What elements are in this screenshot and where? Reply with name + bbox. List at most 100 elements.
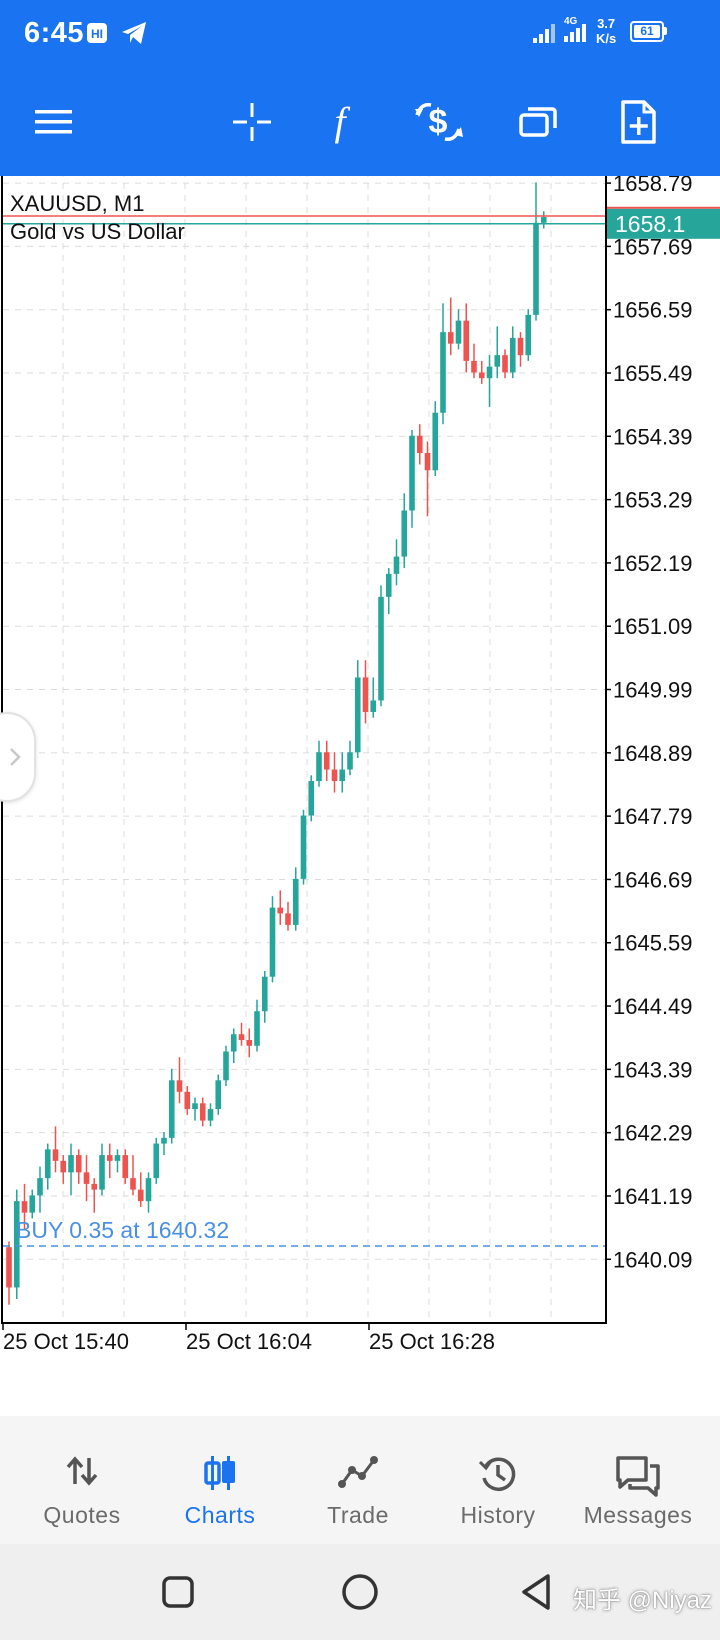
home-circle-icon	[342, 1574, 378, 1610]
menu-button[interactable]	[24, 92, 84, 152]
candle-body	[316, 752, 322, 782]
y-tick-label: 1642.29	[613, 1121, 693, 1146]
candle-body	[29, 1195, 36, 1213]
tab-trade[interactable]: Trade	[286, 1416, 430, 1544]
candle-body	[254, 1011, 260, 1046]
recents-square-icon	[162, 1576, 194, 1608]
candle-body	[207, 1109, 214, 1121]
candle-body	[122, 1155, 129, 1179]
candle-body	[362, 677, 369, 712]
candle-body	[13, 1201, 20, 1288]
candle-body	[385, 573, 392, 597]
y-tick-label: 1651.09	[613, 614, 693, 639]
candle-body	[37, 1178, 43, 1196]
back-button[interactable]	[506, 1562, 566, 1622]
tab-messages[interactable]: Messages	[566, 1416, 710, 1544]
y-tick-label: 1646.69	[613, 867, 693, 892]
candle-body	[184, 1091, 191, 1110]
y-tick-label: 1654.39	[613, 424, 693, 449]
tab-trade-label: Trade	[327, 1502, 389, 1528]
candle-body	[75, 1155, 82, 1173]
chart-toolbar: f $	[0, 68, 720, 176]
current-price-tag	[607, 208, 720, 239]
crosshair-button[interactable]	[222, 92, 282, 152]
network-speed-unit: K/s	[596, 31, 617, 46]
candle-body	[21, 1201, 28, 1213]
candle-body	[401, 510, 408, 557]
candle-body	[223, 1051, 229, 1081]
candle-body	[409, 435, 415, 511]
notification-hi-icon: HI	[87, 23, 107, 43]
windows-icon	[519, 107, 557, 137]
tab-history[interactable]: History	[426, 1416, 570, 1544]
templates-icon	[621, 100, 656, 144]
price-chart[interactable]: 1658.791657.691656.591655.491654.391653.…	[0, 176, 720, 1416]
network-speed-value: 3.7	[597, 16, 616, 31]
candle-body	[540, 217, 547, 223]
signal-4g-icon: 4G	[564, 16, 586, 42]
system-navigation-bar	[0, 1544, 720, 1640]
templates-button[interactable]	[608, 92, 668, 152]
candle-body	[285, 913, 291, 925]
candle-body	[331, 769, 338, 782]
history-clock-icon	[478, 1457, 516, 1491]
candle-body	[161, 1137, 167, 1144]
y-tick-label: 1647.79	[613, 804, 693, 829]
messages-icon	[616, 1456, 660, 1497]
tab-messages-label: Messages	[583, 1502, 693, 1528]
candle-body	[370, 700, 377, 712]
candle-body	[99, 1155, 105, 1190]
tab-charts-label: Charts	[184, 1502, 256, 1528]
tab-charts[interactable]: Charts	[148, 1416, 292, 1544]
y-tick-label: 1656.59	[613, 298, 693, 323]
side-panel-handle[interactable]	[0, 712, 36, 802]
candle-body	[440, 332, 446, 413]
battery-icon: 61	[630, 21, 664, 42]
y-tick-label: 1649.99	[613, 678, 693, 703]
y-tick-label: 1640.09	[613, 1247, 693, 1272]
candle-body	[347, 752, 353, 770]
candle-body	[68, 1155, 74, 1173]
candle-body	[168, 1080, 175, 1138]
watermark: 知乎 @Niyaz	[572, 1587, 712, 1614]
candle-body	[416, 435, 423, 453]
candle-body	[447, 332, 454, 344]
home-button[interactable]	[330, 1562, 390, 1622]
y-tick-label: 1658.79	[613, 176, 693, 196]
tab-quotes[interactable]: Quotes	[10, 1416, 154, 1544]
chart-title: XAUUSD, M1 Gold vs US Dollar	[10, 190, 185, 246]
candle-body	[292, 878, 299, 925]
new-order-button[interactable]: $	[408, 92, 468, 152]
candle-body	[300, 815, 307, 879]
telegram-icon	[122, 22, 146, 44]
candle-body	[192, 1103, 198, 1110]
windows-button[interactable]	[508, 92, 568, 152]
indicators-button[interactable]: f	[310, 92, 370, 152]
svg-text:HI: HI	[91, 27, 103, 41]
chevron-right-icon	[10, 748, 21, 766]
candle-body	[486, 366, 493, 379]
chart-symbol-timeframe: XAUUSD, M1	[10, 191, 145, 216]
candle-body	[354, 677, 361, 753]
candle-body	[114, 1155, 121, 1161]
candle-body	[199, 1103, 206, 1121]
indicators-icon: f	[334, 99, 350, 144]
signal-strength-icon	[533, 24, 555, 43]
chart-area[interactable]: 1658.79 1657.69 1656.59 1655.49 1654.39 1653.…	[0, 176, 720, 1416]
recents-button[interactable]	[148, 1562, 208, 1622]
candle-body	[533, 222, 539, 315]
bottom-navigation: Quotes Charts Trade History	[0, 1416, 720, 1544]
candle-body	[91, 1183, 98, 1190]
candle-body	[130, 1178, 136, 1190]
new-order-icon: $	[415, 102, 463, 142]
y-tick-label: 1643.39	[613, 1057, 693, 1082]
candle-body	[525, 314, 532, 356]
status-time: 6:45	[24, 17, 85, 49]
candle-body	[478, 372, 485, 379]
candle-body	[246, 1040, 253, 1046]
order-line-label: BUY 0.35 at 1640.32	[16, 1217, 229, 1243]
candle-body	[494, 355, 501, 367]
candle-body	[502, 355, 508, 373]
x-tick-label: 25 Oct 15:40	[3, 1329, 129, 1354]
candle-body	[261, 976, 268, 1012]
